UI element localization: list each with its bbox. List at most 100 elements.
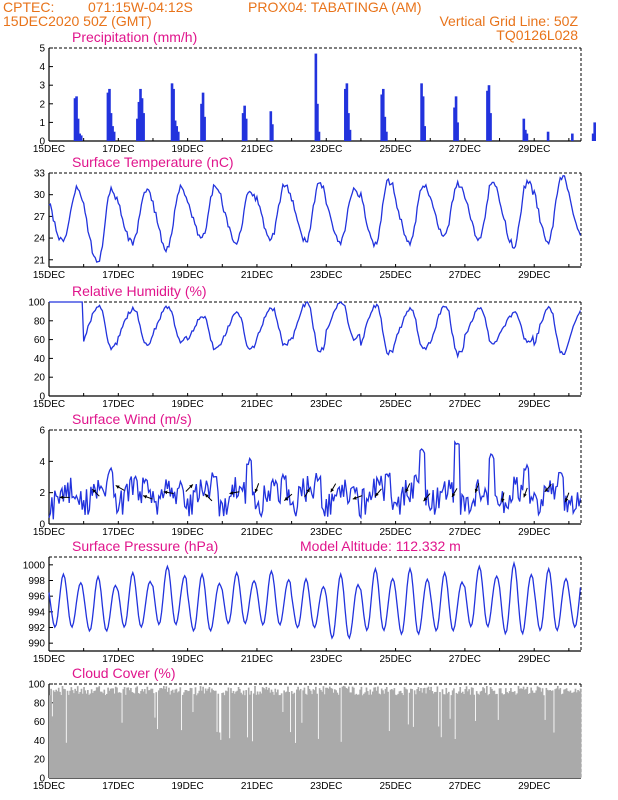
cloud-bar	[407, 724, 410, 778]
cloud-bar	[532, 692, 535, 778]
cloud-bar	[201, 690, 203, 778]
cloud-bar	[564, 689, 567, 778]
cloud-bar	[420, 687, 422, 778]
cloud-bar	[287, 686, 289, 778]
cloud-bar	[526, 686, 529, 778]
cloud-bar	[458, 691, 460, 778]
cloud-bar	[145, 693, 147, 778]
cloud-bar	[138, 693, 141, 778]
cloud-bar	[353, 687, 355, 778]
wind-arrow-head	[375, 492, 379, 497]
cloud-bar	[545, 687, 548, 778]
temp-xtick-label: 23DEC	[310, 270, 342, 281]
wind-line	[48, 440, 582, 520]
temp-xtick-label: 15DEC	[33, 270, 65, 281]
cloud-bar	[154, 717, 156, 778]
cloud-bar	[268, 687, 270, 778]
cloud-bar	[330, 688, 332, 778]
header-code: TQ0126L028	[496, 27, 578, 43]
cloud-bar	[99, 691, 102, 778]
precip-ytick-label: 5	[39, 44, 45, 55]
precip-bar	[140, 98, 144, 141]
wind-arrow-head	[163, 490, 168, 495]
cloud-bar	[192, 712, 194, 778]
cloud-bar	[176, 692, 179, 778]
cloud-bar	[434, 692, 436, 778]
precip-xtick-label: 21DEC	[241, 144, 273, 155]
precip-ytick-label: 3	[39, 81, 45, 92]
cloud-bar	[539, 687, 541, 778]
cloud-bar	[394, 694, 397, 778]
cloud-bar	[288, 692, 291, 778]
cloud-bar	[563, 689, 565, 778]
cloud-bar	[137, 693, 140, 778]
cloud-bar	[193, 694, 196, 778]
cloud-bar	[429, 690, 431, 778]
cloud-bar	[60, 694, 63, 778]
precip-xtick-label: 25DEC	[379, 144, 411, 155]
cloud-bar	[69, 690, 71, 778]
precip-bar	[345, 83, 349, 141]
precip-ytick-label: 1	[39, 118, 45, 129]
cloud-bar	[226, 691, 228, 778]
cloud-bar	[236, 690, 239, 778]
cloud-xtick-label: 19DEC	[172, 781, 204, 792]
cloud-bar	[89, 693, 92, 778]
cloud-bar	[62, 688, 65, 778]
cloud-bar	[562, 693, 564, 778]
precip-bar	[173, 120, 177, 141]
cloud-bar	[90, 689, 93, 778]
temp-line	[48, 174, 582, 263]
cloud-bar	[173, 692, 175, 778]
precip-bar	[593, 122, 596, 141]
cloud-bar	[135, 687, 137, 778]
cloud-bar	[122, 689, 125, 778]
header-run: 15DEC2020 50Z (GMT)	[3, 13, 152, 29]
cloud-bar	[337, 694, 340, 778]
cloud-bar	[217, 693, 220, 778]
cloud-bar	[440, 737, 443, 778]
wind-ytick-label: 0	[39, 520, 45, 531]
cloud-bar	[422, 688, 425, 778]
cloud-bar	[160, 687, 163, 778]
pres-ytick-label: 998	[28, 576, 45, 587]
cloud-bar	[132, 692, 135, 778]
cloud-bar	[510, 688, 512, 778]
cloud-bar	[118, 692, 121, 778]
cloud-bar	[155, 692, 158, 778]
wind-ytick-label: 4	[39, 457, 45, 468]
precip-bar	[269, 111, 273, 141]
pres-xtick-label: 15DEC	[33, 654, 65, 665]
cloud-bar	[233, 693, 236, 778]
wind-panel: 0 2 4 6 15DEC 17DEC 19DEC 21DEC 23DEC 25DEC 27DEC 2…	[33, 426, 582, 538]
rh-title: Relative Humidity (%)	[72, 283, 207, 299]
temp-ytick-label: 24	[34, 234, 46, 245]
cloud-bar	[231, 693, 234, 778]
precip-bar	[381, 88, 385, 141]
cloud-bar	[417, 687, 420, 778]
cloud-bar	[247, 687, 250, 778]
rh-xtick-label: 15DEC	[33, 399, 65, 410]
cloud-xtick-label: 23DEC	[310, 781, 342, 792]
cloud-bar	[396, 695, 398, 778]
cloud-bar	[61, 686, 64, 778]
cloud-bar	[252, 693, 255, 778]
cloud-bar	[365, 687, 368, 778]
cloud-bar	[131, 692, 133, 778]
precip-bar	[139, 88, 142, 141]
cloud-bar	[57, 687, 60, 778]
cloud-bar	[453, 688, 455, 778]
cloud-bar	[439, 692, 441, 778]
wind-arrow-head	[564, 498, 569, 503]
precip-bar	[454, 96, 458, 141]
precip-bar	[571, 133, 574, 141]
cloud-bar	[525, 688, 527, 778]
cloud-bar	[106, 693, 108, 778]
cloud-bar	[109, 688, 112, 778]
temp-xtick-label: 17DEC	[102, 270, 134, 281]
temp-xtick-label: 27DEC	[449, 270, 481, 281]
cloud-bar	[76, 686, 79, 778]
cloud-bar	[520, 688, 522, 778]
cloud-bar	[239, 688, 241, 778]
